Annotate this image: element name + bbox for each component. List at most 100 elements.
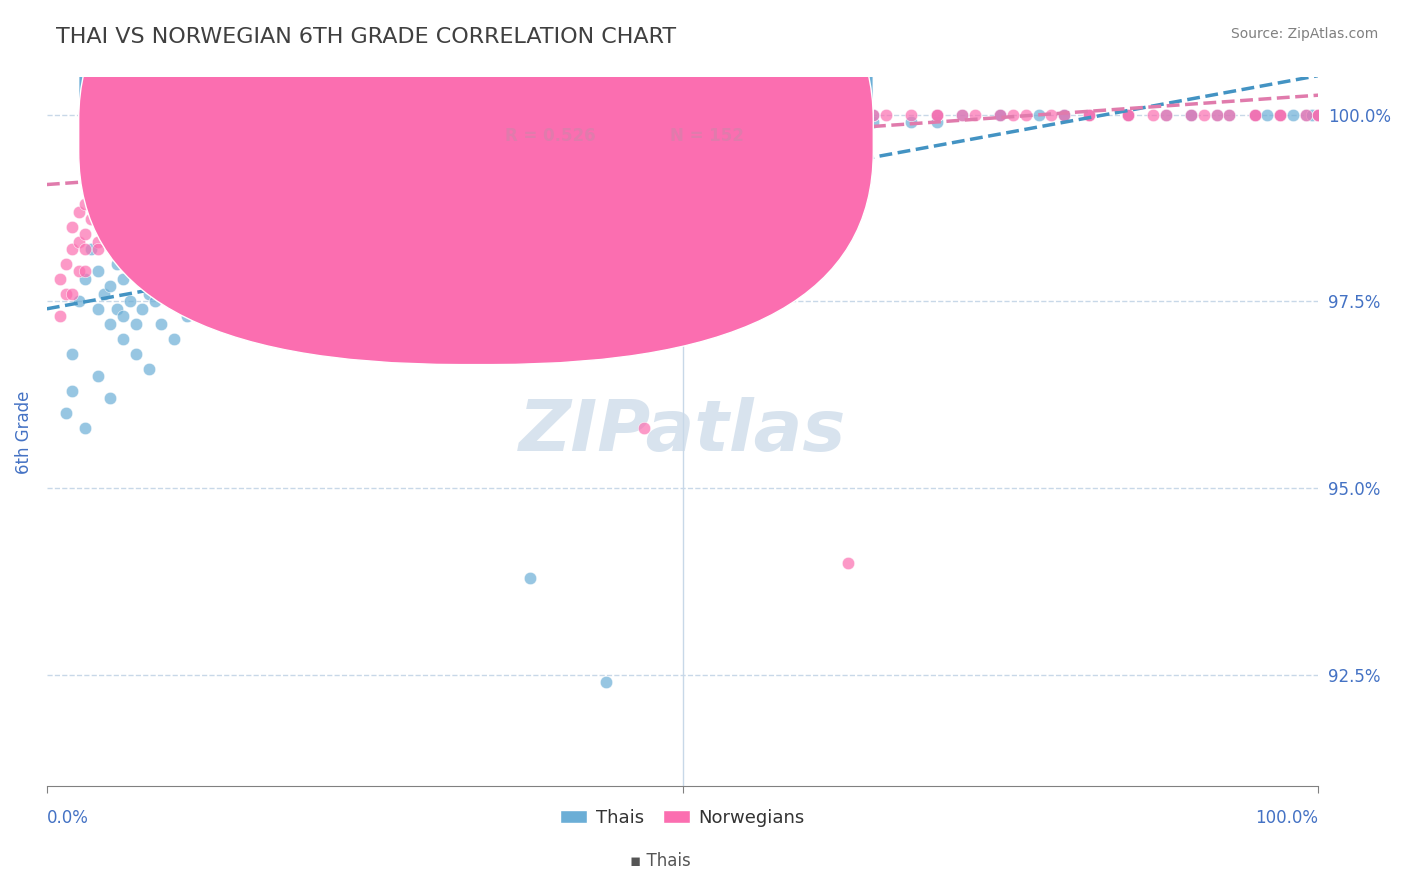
Point (150, 317, 173, 331)
Point (1154, 108, 1177, 122)
Point (302, 219, 325, 234)
Point (418, 182, 440, 196)
Text: N = 152: N = 152 (669, 128, 744, 145)
Text: ▪ Thais: ▪ Thais (630, 852, 692, 870)
Point (620, 122, 643, 136)
Point (569, 137, 592, 152)
Point (93, 286, 115, 301)
Point (1256, 108, 1278, 122)
Point (607, 137, 630, 152)
Point (569, 108, 592, 122)
Point (950, 108, 973, 122)
Point (143, 175, 166, 189)
Point (1205, 108, 1227, 122)
Point (671, 115, 693, 129)
Point (73, 421, 96, 435)
Point (181, 257, 204, 271)
Point (1282, 108, 1305, 122)
Point (340, 108, 363, 122)
Point (735, 130, 758, 145)
Point (340, 130, 363, 145)
Point (925, 108, 948, 122)
Point (1243, 108, 1265, 122)
Point (290, 212, 312, 227)
Point (1308, 108, 1330, 122)
Point (60, 242, 83, 256)
Point (87, 204, 110, 219)
Point (925, 115, 948, 129)
Text: R = 0.526: R = 0.526 (505, 128, 595, 145)
Point (163, 294, 186, 309)
Point (799, 122, 821, 136)
Point (100, 219, 122, 234)
Point (1218, 108, 1240, 122)
Point (1192, 108, 1215, 122)
Point (990, 108, 1012, 122)
Point (378, 108, 401, 122)
Point (862, 108, 884, 122)
Point (176, 137, 198, 152)
Point (340, 115, 363, 129)
Point (418, 197, 440, 211)
Point (1116, 108, 1139, 122)
FancyBboxPatch shape (79, 0, 873, 322)
Point (607, 108, 630, 122)
Point (1243, 108, 1265, 122)
Point (163, 197, 186, 211)
Point (207, 122, 229, 136)
Point (214, 130, 236, 145)
Point (264, 294, 287, 309)
Point (156, 272, 179, 286)
Point (226, 122, 249, 136)
Point (73, 242, 96, 256)
Point (80, 242, 103, 256)
Point (214, 235, 236, 249)
Point (481, 108, 503, 122)
Point (163, 130, 186, 145)
Point (201, 175, 224, 189)
Point (118, 145, 141, 159)
Point (1116, 108, 1139, 122)
Point (131, 250, 153, 264)
Point (125, 137, 148, 152)
Point (73, 197, 96, 211)
Point (1116, 108, 1139, 122)
Point (138, 160, 160, 174)
Point (1295, 108, 1317, 122)
Point (277, 115, 299, 129)
Point (125, 317, 148, 331)
Point (201, 130, 224, 145)
Point (87, 175, 110, 189)
Text: THAI VS NORWEGIAN 6TH GRADE CORRELATION CHART: THAI VS NORWEGIAN 6TH GRADE CORRELATION … (56, 27, 676, 46)
Point (1218, 108, 1240, 122)
Point (105, 182, 128, 196)
Point (67, 294, 90, 309)
Point (80, 212, 103, 227)
Point (862, 108, 884, 122)
Point (239, 122, 262, 136)
Point (671, 130, 693, 145)
Point (264, 122, 287, 136)
Point (328, 242, 350, 256)
Point (93, 168, 115, 182)
Point (671, 108, 693, 122)
Point (87, 301, 110, 316)
Point (1308, 108, 1330, 122)
Point (773, 108, 796, 122)
Point (633, 108, 655, 122)
Point (239, 227, 262, 242)
Point (1028, 108, 1050, 122)
Point (87, 242, 110, 256)
Text: R = 0.290: R = 0.290 (505, 85, 595, 103)
Point (226, 272, 249, 286)
Point (1243, 108, 1265, 122)
Point (1078, 108, 1101, 122)
Point (48, 310, 70, 324)
Point (1053, 108, 1076, 122)
Point (582, 108, 605, 122)
Point (264, 219, 287, 234)
Point (378, 130, 401, 145)
Point (1268, 108, 1291, 122)
Point (163, 242, 186, 256)
Point (150, 153, 173, 167)
